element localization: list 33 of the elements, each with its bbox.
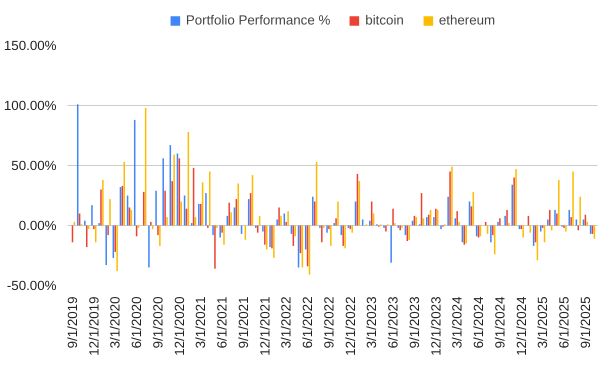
- y-tick-label: 50.00%: [11, 158, 57, 173]
- x-tick-label: 9/1/2020: [150, 296, 166, 348]
- x-tick-label: 9/1/2019: [64, 296, 80, 348]
- x-tick-label: 9/1/2023: [406, 296, 422, 348]
- x-tick-label: 9/1/2024: [492, 296, 508, 348]
- x-tick-label: 12/1/2019: [86, 296, 102, 356]
- x-tick-label: 3/1/2020: [108, 296, 123, 348]
- x-tick-label: 3/1/2023: [364, 296, 380, 348]
- x-tick-label: 12/1/2020: [172, 296, 187, 356]
- y-tick-label: 100.00%: [4, 98, 57, 113]
- x-tick-label: 3/1/2024: [450, 296, 465, 348]
- x-tick-label: 12/1/2021: [257, 296, 272, 356]
- x-tick-label: 9/1/2025: [578, 296, 593, 348]
- x-tick-label: 6/1/2020: [129, 296, 144, 348]
- x-tick-label: 6/1/2024: [471, 296, 486, 348]
- y-tick-label: 0.00%: [18, 218, 57, 233]
- x-tick-label: 6/1/2022: [300, 296, 316, 348]
- y-tick-label: 150.00%: [4, 38, 57, 53]
- x-tick-label: 12/1/2023: [428, 296, 444, 356]
- x-tick-label: 9/1/2021: [236, 296, 251, 348]
- x-tick-label: 6/1/2021: [214, 296, 230, 348]
- x-tick-label: 12/1/2024: [514, 296, 529, 356]
- legend-label: Portfolio Performance %: [186, 12, 330, 28]
- x-tick-label: 6/1/2023: [386, 296, 401, 348]
- x-tick-label: 9/1/2022: [321, 296, 336, 348]
- x-tick-label: 3/1/2021: [193, 296, 208, 348]
- x-tick-label: 12/1/2022: [342, 296, 358, 356]
- legend-label: bitcoin: [365, 12, 404, 28]
- x-tick-label: 6/1/2025: [556, 296, 572, 348]
- x-tick-label: 3/1/2025: [535, 296, 550, 348]
- legend-label: ethereum: [438, 12, 496, 28]
- x-tick-label: 3/1/2022: [278, 296, 294, 348]
- y-tick-label: -50.00%: [6, 278, 57, 293]
